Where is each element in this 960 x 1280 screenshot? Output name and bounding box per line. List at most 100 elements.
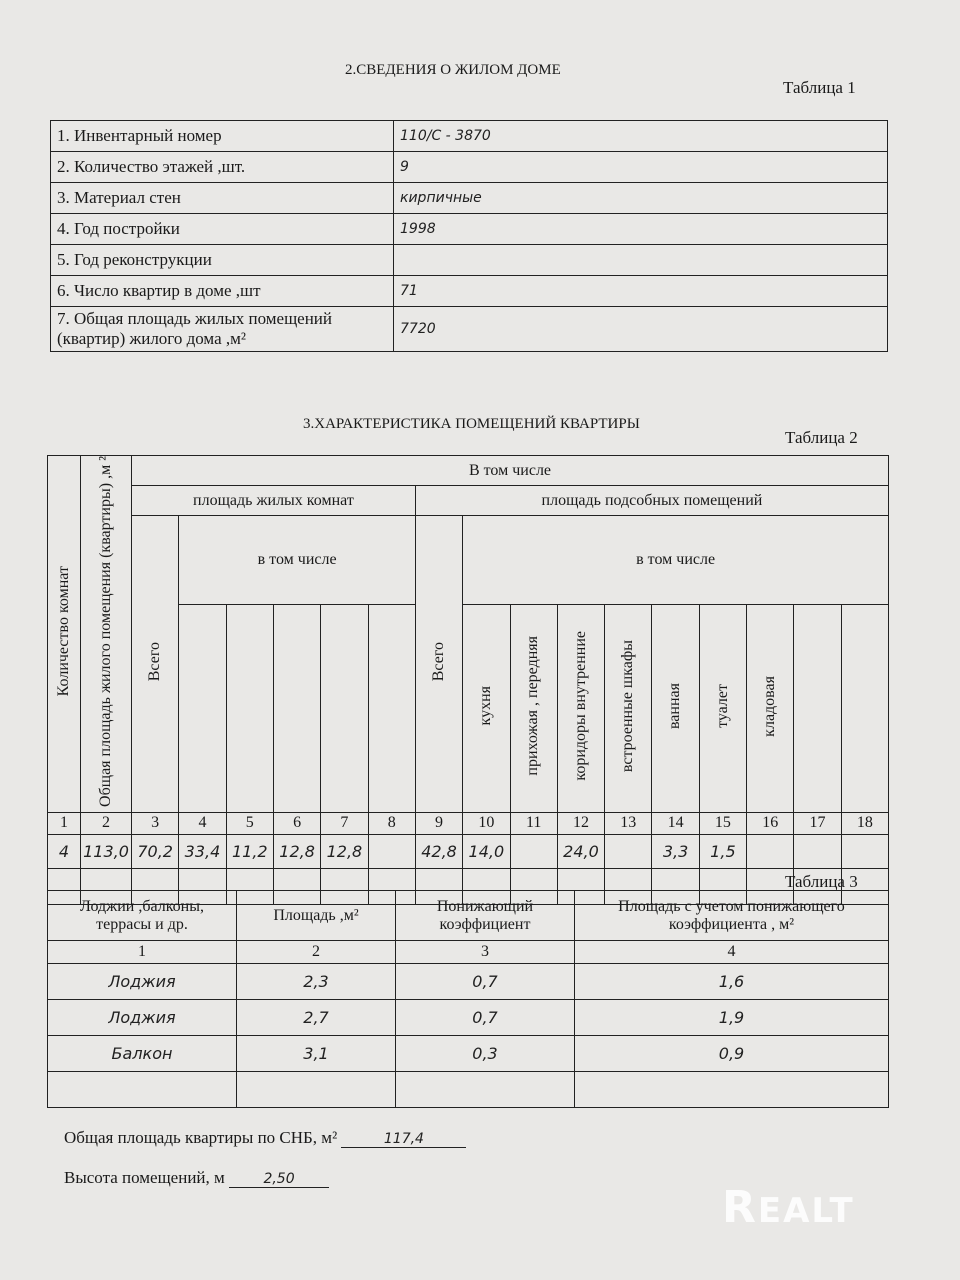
column-number: 2: [236, 940, 396, 964]
aux-room-column: прихожая , передняя: [509, 603, 558, 813]
total-area-value: 117,4: [341, 1131, 467, 1148]
column-number: 5: [225, 811, 274, 835]
header-including: В том числе: [131, 455, 889, 486]
rooms-data-cell: [604, 833, 653, 869]
column-number: 3: [395, 940, 575, 964]
aux-room-header: кладовая: [761, 675, 779, 737]
house-info-label: 6. Число квартир в доме ,шт: [50, 275, 394, 307]
balcony-row: Лоджия 2,7 0,7 1,9: [47, 999, 889, 1036]
balcony-cell: [574, 1071, 889, 1108]
header-living-including: в том числе: [178, 515, 416, 605]
balcony-cell: Лоджия: [47, 999, 237, 1036]
balcony-row: Балкон 3,1 0,3 0,9: [47, 1035, 889, 1072]
column-number: 4: [178, 811, 227, 835]
living-room-column: [178, 603, 227, 813]
rooms-data-cell: [509, 833, 558, 869]
house-info-label: 4. Год постройки: [50, 213, 394, 245]
column-number: 7: [320, 811, 369, 835]
house-info-value: 7720: [393, 306, 888, 352]
height-line: Высота помещений, м 2,50: [64, 1168, 330, 1188]
header-type: Лоджии ,балконы, террасы и др.: [47, 890, 237, 941]
height-value: 2,50: [229, 1171, 330, 1188]
section2-title: 2.СВЕДЕНИЯ О ЖИЛОМ ДОМЕ: [345, 62, 561, 78]
house-info-row: 5. Год реконструкции: [50, 244, 888, 276]
rooms-data-cell: 3,3: [651, 833, 700, 869]
header-area: Площадь ,м²: [236, 890, 396, 941]
header-aux-including: в том числе: [462, 515, 889, 605]
table3-label: Таблица 3: [785, 872, 858, 891]
aux-room-column: коридоры внутренние: [556, 603, 606, 813]
column-number: 10: [462, 811, 511, 835]
house-info-value: 9: [393, 151, 888, 183]
house-info-value: 110/С - 3870: [393, 120, 888, 152]
column-number: 12: [556, 811, 606, 835]
rooms-data-cell: [367, 833, 416, 869]
balcony-cell: 1,6: [574, 963, 889, 1000]
rooms-data-cell: 42,8: [414, 833, 464, 869]
rooms-data-cell: [840, 833, 890, 869]
header-total-area: Общая площадь жилого помещения (квартиры…: [96, 456, 114, 807]
house-info-row: 7. Общая площадь жилых помещений (кварти…: [50, 306, 888, 352]
house-info-row: 2. Количество этажей ,шт. 9: [50, 151, 888, 183]
rooms-data-cell: 12,8: [272, 833, 322, 869]
balcony-cell: 0,9: [574, 1035, 889, 1072]
aux-room-header: коридоры внутренние: [571, 631, 589, 781]
height-label: Высота помещений, м: [64, 1168, 225, 1187]
balcony-cell: [47, 1071, 237, 1108]
aux-room-column: встроенные шкафы: [604, 603, 653, 813]
house-info-row: 6. Число квартир в доме ,шт 71: [50, 275, 888, 307]
rooms-data-cell: 70,2: [130, 833, 180, 869]
living-room-column: [272, 603, 322, 813]
column-number: 15: [698, 811, 748, 835]
house-info-row: 3. Материал стен кирпичные: [50, 182, 888, 214]
aux-room-header: кухня: [477, 686, 495, 726]
house-info-label: 1. Инвентарный номер: [50, 120, 394, 152]
aux-room-column: ванная: [651, 603, 700, 813]
house-info-row: 4. Год постройки 1998: [50, 213, 888, 245]
column-number: 14: [651, 811, 700, 835]
header-coefficient: Понижающий коэффициент: [395, 890, 575, 941]
header-living-area: площадь жилых комнат: [131, 485, 416, 516]
header-reduced-area: Площадь с учетом понижающего коэффициент…: [574, 890, 889, 941]
column-number: 2: [80, 811, 132, 835]
rooms-data-cell: [793, 833, 842, 869]
balcony-cell: 0,7: [395, 999, 575, 1036]
column-number: 13: [604, 811, 653, 835]
house-info-label: 2. Количество этажей ,шт.: [50, 151, 394, 183]
balcony-row: Лоджия 2,3 0,7 1,6: [47, 963, 889, 1000]
house-info-value: кирпичные: [393, 182, 888, 214]
header-living-total: Всего: [145, 641, 163, 682]
aux-room-column: кладовая: [746, 603, 795, 813]
balcony-cell: Лоджия: [47, 963, 237, 1000]
aux-room-header: туалет: [713, 683, 731, 728]
rooms-data-cell: 24,0: [556, 833, 606, 869]
rooms-data-cell: 12,8: [320, 833, 369, 869]
rooms-data-cell: 33,4: [178, 833, 227, 869]
total-area-line: Общая площадь квартиры по СНБ, м² 117,4: [64, 1128, 467, 1148]
living-room-column: [367, 603, 416, 813]
column-number: 16: [746, 811, 795, 835]
column-number: 1: [47, 811, 81, 835]
rooms-data-cell: [746, 833, 795, 869]
rooms-data-cell: 11,2: [225, 833, 274, 869]
balcony-row: [47, 1071, 889, 1108]
balcony-cell: 1,9: [574, 999, 889, 1036]
rooms-data-cell: 14,0: [462, 833, 511, 869]
balconies-table: Лоджии ,балконы, террасы и др. Площадь ,…: [47, 890, 889, 1108]
living-room-column: [320, 603, 369, 813]
balcony-cell: Балкон: [47, 1035, 237, 1072]
column-number: 8: [367, 811, 416, 835]
balcony-cell: 0,7: [395, 963, 575, 1000]
aux-room-header: встроенные шкафы: [619, 639, 637, 772]
house-info-label: 7. Общая площадь жилых помещений (кварти…: [50, 306, 394, 352]
aux-room-column: кухня: [462, 603, 511, 813]
total-area-label: Общая площадь квартиры по СНБ, м²: [64, 1128, 338, 1147]
column-number: 4: [574, 940, 889, 964]
rooms-data-cell: 1,5: [698, 833, 748, 869]
rooms-data-cell: 113,0: [80, 833, 132, 869]
realt-watermark-logo: REALT: [722, 1182, 855, 1233]
column-number: 11: [509, 811, 558, 835]
rooms-data-cell: 4: [47, 833, 81, 869]
table2-label: Таблица 2: [785, 428, 858, 447]
balcony-cell: 0,3: [395, 1035, 575, 1072]
